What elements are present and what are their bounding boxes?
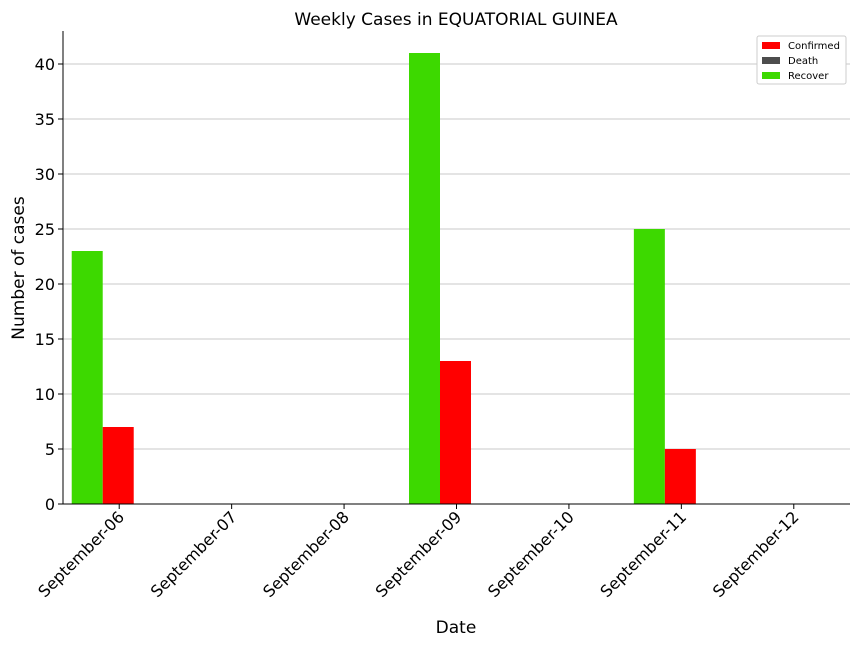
y-tick-label: 10 — [35, 385, 55, 404]
y-tick-label: 35 — [35, 110, 55, 129]
y-tick-label: 15 — [35, 330, 55, 349]
y-axis-label: Number of cases — [9, 196, 29, 340]
y-tick-label: 20 — [35, 275, 55, 294]
chart-title: Weekly Cases in EQUATORIAL GUINEA — [294, 10, 618, 30]
legend-swatch-confirmed — [762, 42, 780, 49]
y-tick-label: 25 — [35, 220, 55, 239]
y-tick-label: 5 — [45, 440, 55, 459]
legend-swatch-death — [762, 57, 780, 64]
y-tick-label: 30 — [35, 165, 55, 184]
y-tick-label: 40 — [35, 55, 55, 74]
x-tick-label: September-08 — [259, 507, 353, 601]
x-tick-label: September-11 — [596, 507, 690, 601]
grid-lines — [63, 63, 850, 450]
x-tick-label: September-10 — [484, 507, 578, 601]
x-axis-label: Date — [436, 618, 477, 638]
x-tick-label: September-09 — [372, 507, 466, 601]
legend-label-death: Death — [788, 56, 818, 67]
bars — [71, 53, 696, 504]
bar-recover — [409, 53, 440, 504]
bar-confirmed — [440, 361, 471, 504]
x-tick-label: September-07 — [147, 507, 241, 601]
bar-recover — [71, 251, 103, 504]
y-tick-label: 0 — [45, 495, 55, 514]
x-tick-label: September-06 — [34, 507, 128, 601]
y-ticks: 0 5 10 15 20 25 30 35 40 — [35, 55, 63, 514]
legend: Confirmed Death Recover — [756, 35, 847, 85]
legend-label-confirmed: Confirmed — [788, 41, 840, 52]
bar-confirmed — [664, 449, 696, 504]
x-ticks: September-06 September-07 September-08 Sept… — [34, 504, 803, 601]
bar-confirmed — [102, 427, 134, 504]
bar-recover — [633, 229, 665, 504]
legend-label-recover: Recover — [788, 71, 829, 82]
legend-swatch-recover — [762, 72, 780, 79]
x-tick-label: September-12 — [709, 507, 803, 601]
